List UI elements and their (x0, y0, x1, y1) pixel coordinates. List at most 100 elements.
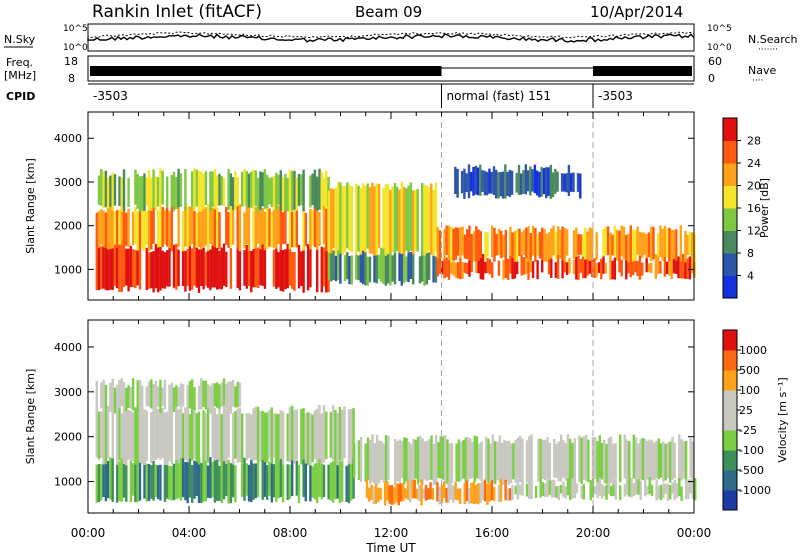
colorbar-tick-label: 100 (739, 384, 760, 397)
echo-column (281, 176, 285, 211)
echo-column (577, 255, 580, 280)
noise-tick-left-lo: 10^0 (63, 43, 88, 53)
echo-column (302, 408, 305, 460)
echo-column (306, 244, 310, 291)
echo-column (238, 382, 242, 407)
echo-column (456, 488, 459, 501)
echo-column (542, 168, 546, 195)
echo-column (547, 167, 550, 196)
echo-column (216, 382, 219, 408)
echo-column (409, 182, 413, 251)
echo-column (488, 168, 491, 194)
echo-column (609, 485, 613, 497)
echo-column (368, 487, 371, 502)
echo-column (514, 485, 517, 495)
echo-column (645, 257, 648, 273)
echo-column (513, 231, 517, 262)
echo-column (447, 481, 450, 503)
echo-column (380, 247, 383, 283)
echo-column (421, 182, 424, 256)
echo-column (129, 410, 133, 461)
colorbar-tick-label: 20 (747, 180, 761, 193)
echo-column (100, 411, 103, 458)
echo-column (252, 408, 255, 461)
echo-column (175, 243, 178, 290)
echo-column (400, 253, 403, 286)
echo-column (569, 438, 572, 485)
date-label: 10/Apr/2014 (590, 3, 683, 21)
echo-column (484, 436, 488, 480)
echo-column (519, 435, 522, 483)
echo-column (291, 405, 294, 461)
echo-column (584, 435, 588, 481)
echo-column (538, 231, 542, 259)
echo-column (211, 207, 214, 246)
echo-column (206, 405, 210, 463)
echo-column (463, 234, 467, 259)
echo-column (243, 169, 246, 206)
echo-column (154, 464, 158, 497)
echo-column (438, 259, 442, 274)
echo-column (106, 247, 110, 291)
echo-column (113, 387, 117, 414)
echo-column (412, 190, 415, 255)
echo-column (516, 228, 519, 262)
echo-column (522, 229, 526, 255)
echo-column (302, 456, 305, 498)
echo-column (553, 439, 556, 478)
echo-column (634, 481, 638, 495)
echo-column (638, 232, 642, 256)
echo-column (579, 259, 582, 273)
echo-column (100, 464, 103, 501)
colorbar-tick-label: -25 (739, 424, 757, 437)
echo-column (293, 409, 296, 464)
echo-column (504, 479, 507, 501)
echo-column (122, 206, 126, 250)
echo-column (109, 175, 112, 207)
echo-column (238, 249, 242, 291)
echo-column (118, 406, 121, 461)
echo-column (206, 204, 210, 251)
echo-column (322, 464, 326, 498)
echo-column (245, 171, 248, 207)
echo-column (682, 441, 685, 479)
echo-column (441, 436, 445, 480)
echo-column (168, 465, 171, 500)
echo-column (600, 258, 603, 280)
echo-column (570, 173, 573, 192)
echo-column (116, 210, 119, 248)
echo-column (618, 254, 621, 273)
echo-column (184, 168, 187, 211)
echo-column (434, 256, 438, 283)
echo-column (256, 177, 260, 213)
echo-column (609, 256, 612, 280)
echo-column (141, 206, 144, 250)
echo-column (502, 234, 505, 258)
colorbar-label: Velocity [m s⁻¹] (776, 377, 789, 462)
echo-column (556, 255, 560, 279)
echo-column (243, 457, 246, 501)
echo-column (204, 412, 208, 462)
echo-column (564, 486, 567, 499)
echo-column (691, 482, 695, 499)
echo-column (216, 243, 219, 290)
echo-column (186, 384, 189, 413)
echo-column (188, 458, 192, 498)
echo-column (557, 441, 560, 482)
echo-column (136, 211, 139, 251)
echo-column (501, 171, 505, 199)
echo-column (118, 244, 121, 292)
echo-column (179, 173, 183, 207)
echo-column (554, 168, 557, 194)
echo-column (322, 247, 326, 287)
echo-column (575, 256, 578, 280)
echo-column (284, 210, 287, 245)
echo-column (195, 457, 198, 496)
echo-column (531, 169, 534, 192)
echo-column (509, 254, 512, 274)
echo-column (488, 259, 492, 275)
echo-column (302, 246, 305, 293)
echo-column (150, 203, 153, 250)
echo-column (470, 482, 473, 504)
echo-column (377, 487, 380, 503)
